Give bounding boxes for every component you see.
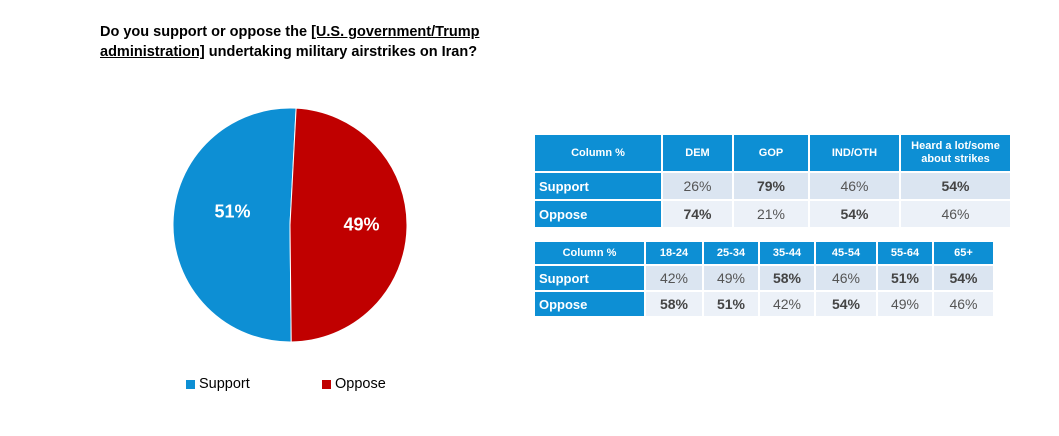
- table-row: Oppose 74% 21% 54% 46%: [535, 201, 1010, 227]
- pie-slice-support: [172, 107, 297, 343]
- table-cell: 54%: [816, 292, 876, 316]
- table-cell: 58%: [646, 292, 702, 316]
- table-cell: 46%: [810, 173, 899, 199]
- legend-swatch-support: [186, 379, 195, 389]
- legend-label-oppose: Oppose: [335, 376, 386, 392]
- table-header: 35-44: [760, 242, 814, 264]
- row-label: Oppose: [535, 292, 644, 316]
- party-table: Column % DEM GOP IND/OTH Heard a lot/som…: [533, 133, 1012, 229]
- table-cell: 58%: [760, 266, 814, 290]
- row-label: Oppose: [535, 201, 661, 227]
- pie-chart: 51% 49%: [172, 107, 408, 343]
- table-cell: 46%: [901, 201, 1010, 227]
- table-cell: 26%: [663, 173, 732, 199]
- legend-label-support: Support: [199, 376, 250, 392]
- chart-title: Do you support or oppose the [U.S. gover…: [100, 22, 520, 62]
- table-cell: 54%: [901, 173, 1010, 199]
- title-text: Do you support or oppose the: [100, 24, 312, 40]
- legend-item-oppose: Oppose: [322, 376, 386, 392]
- pie-label-support: 51%: [214, 202, 250, 222]
- table-cell: 79%: [734, 173, 808, 199]
- title-line-1: Do you support or oppose the [U.S. gover…: [100, 22, 520, 42]
- table-header: Column %: [535, 242, 644, 264]
- table-header: IND/OTH: [810, 135, 899, 171]
- table-cell: 42%: [760, 292, 814, 316]
- title-text: undertaking military airstrikes on Iran?: [204, 44, 478, 60]
- table-cell: 74%: [663, 201, 732, 227]
- table-header: 55-64: [878, 242, 932, 264]
- table-header: Column %: [535, 135, 661, 171]
- table-cell: 49%: [878, 292, 932, 316]
- table-cell: 54%: [934, 266, 993, 290]
- row-label: Support: [535, 266, 644, 290]
- table-header: 18-24: [646, 242, 702, 264]
- pie-slice-oppose: [289, 107, 408, 343]
- table-header: Heard a lot/some about strikes: [901, 135, 1010, 171]
- table-row: Support 26% 79% 46% 54%: [535, 173, 1010, 199]
- table-cell: 21%: [734, 201, 808, 227]
- pie-label-oppose: 49%: [343, 214, 379, 234]
- legend-item-support: Support: [186, 376, 250, 392]
- table-cell: 46%: [934, 292, 993, 316]
- age-table: Column % 18-24 25-34 35-44 45-54 55-64 6…: [533, 240, 995, 318]
- title-line-2: administration] undertaking military air…: [100, 42, 520, 62]
- table-header-row: Column % DEM GOP IND/OTH Heard a lot/som…: [535, 135, 1010, 171]
- table-header: 65+: [934, 242, 993, 264]
- table-cell: 51%: [704, 292, 758, 316]
- table-header: GOP: [734, 135, 808, 171]
- table-cell: 46%: [816, 266, 876, 290]
- table-row: Support 42% 49% 58% 46% 51% 54%: [535, 266, 993, 290]
- table-cell: 49%: [704, 266, 758, 290]
- title-underlined-text: administration]: [100, 44, 205, 60]
- table-cell: 42%: [646, 266, 702, 290]
- table-header: DEM: [663, 135, 732, 171]
- table-row: Oppose 58% 51% 42% 54% 49% 46%: [535, 292, 993, 316]
- table-cell: 51%: [878, 266, 932, 290]
- table-header-row: Column % 18-24 25-34 35-44 45-54 55-64 6…: [535, 242, 993, 264]
- table-header: 45-54: [816, 242, 876, 264]
- legend-swatch-oppose: [322, 379, 331, 389]
- row-label: Support: [535, 173, 661, 199]
- table-header: 25-34: [704, 242, 758, 264]
- table-cell: 54%: [810, 201, 899, 227]
- title-underlined-text: [U.S. government/Trump: [311, 24, 480, 40]
